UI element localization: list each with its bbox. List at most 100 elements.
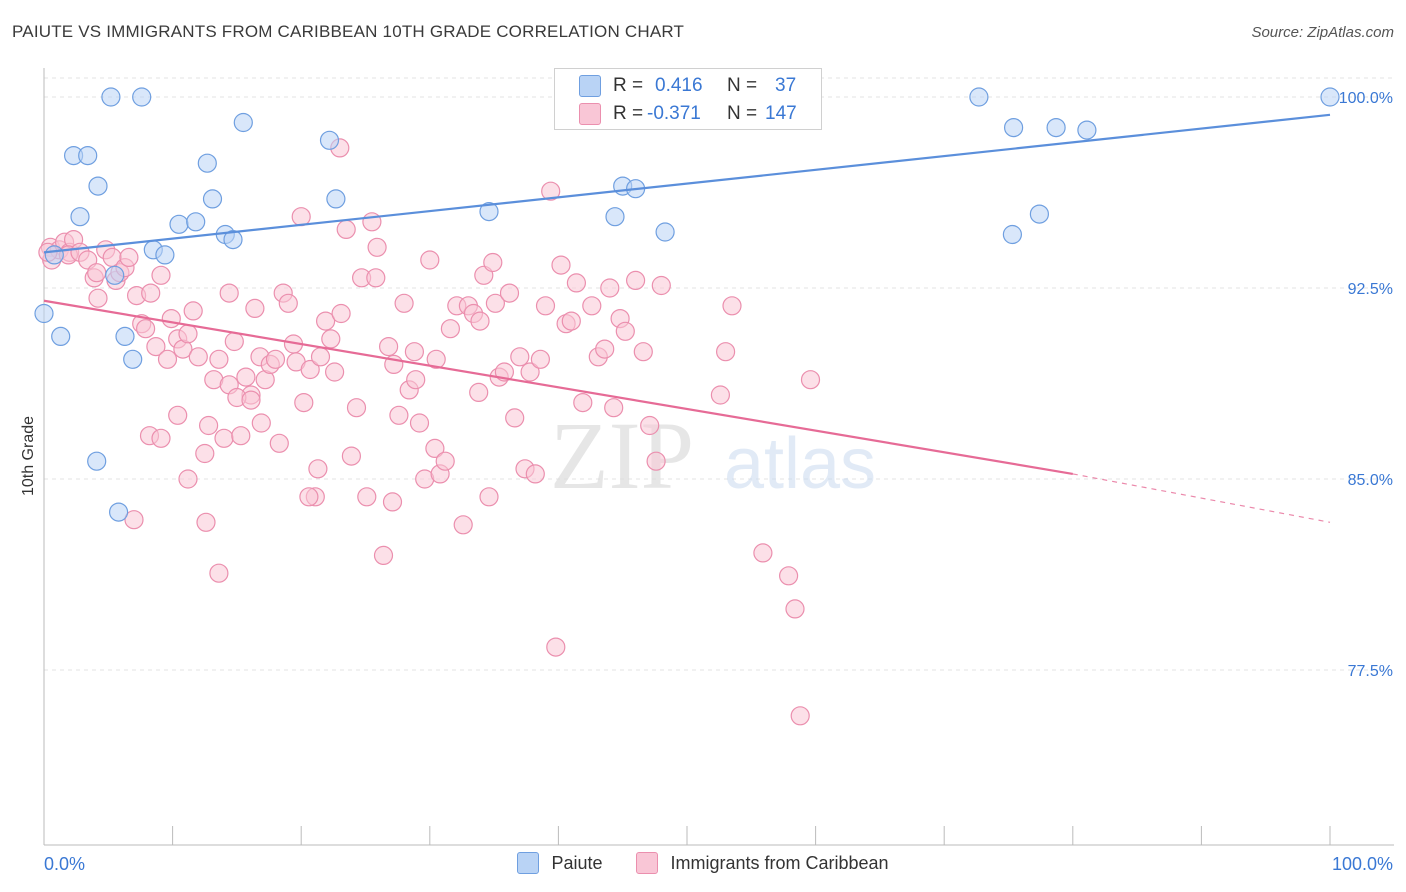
legend-item-caribbean[interactable]: Immigrants from Caribbean — [636, 852, 889, 874]
trend-lines — [43, 113, 1331, 523]
legend-item-paiute[interactable]: Paiute — [517, 852, 602, 874]
stats-row-caribbean: R = -0.371 N = 147 — [555, 99, 821, 129]
caribbean-point — [366, 268, 386, 288]
caribbean-point — [300, 359, 320, 380]
caribbean-point — [604, 398, 624, 418]
caribbean-point — [151, 428, 171, 448]
caribbean-point — [551, 255, 571, 275]
caribbean-point — [379, 337, 399, 357]
caribbean-trend-line — [43, 299, 1073, 475]
watermark: ZIP atlas — [550, 402, 876, 509]
legend-label-paiute: Paiute — [551, 852, 603, 873]
bottom-legend: Paiute Immigrants from Caribbean — [0, 852, 1406, 874]
paiute-point — [479, 202, 499, 222]
paiute-point — [223, 230, 243, 250]
paiute-point — [101, 87, 121, 107]
paiute-point — [87, 451, 107, 471]
paiute-point — [44, 245, 64, 265]
caribbean-point — [440, 319, 460, 339]
caribbean-point — [582, 296, 602, 316]
caribbean-point — [341, 446, 361, 466]
caribbean-point — [161, 309, 181, 329]
caribbean-point — [119, 247, 139, 267]
r-value-paiute: 0.416 — [655, 75, 703, 96]
caribbean-point — [209, 563, 229, 583]
caribbean-point — [236, 367, 256, 387]
caribbean-point — [715, 342, 736, 362]
caribbean-point — [367, 237, 387, 257]
caribbean-point — [499, 283, 520, 303]
caribbean-point — [646, 451, 666, 471]
paiute-point — [34, 303, 54, 324]
paiute-point — [655, 222, 675, 242]
caribbean-point — [168, 405, 188, 425]
caribbean-point — [600, 278, 620, 298]
caribbean-point — [196, 512, 216, 532]
caribbean-point — [595, 339, 615, 359]
caribbean-point — [566, 273, 587, 293]
caribbean-point — [510, 347, 530, 367]
caribbean-point — [615, 321, 635, 341]
paiute-trend-line — [43, 113, 1331, 254]
data-points — [34, 87, 1340, 726]
caribbean-point — [219, 283, 239, 303]
caribbean-point — [426, 349, 446, 369]
paiute-point — [105, 265, 125, 285]
caribbean-point — [245, 298, 265, 318]
r-label: R = — [613, 75, 644, 96]
caribbean-point — [520, 362, 540, 382]
caribbean-point — [183, 301, 203, 321]
caribbean-point — [224, 331, 244, 352]
caribbean-point — [453, 515, 473, 535]
caribbean-point — [299, 487, 319, 507]
caribbean-point — [505, 408, 525, 428]
paiute-point — [319, 130, 340, 150]
caribbean-point — [479, 487, 499, 507]
caribbean-point — [195, 443, 215, 464]
caribbean-point — [535, 296, 556, 316]
paiute-point — [1320, 87, 1340, 107]
caribbean-point — [151, 265, 171, 285]
caribbean-point — [409, 413, 430, 433]
caribbean-point — [357, 487, 377, 507]
caribbean-point — [178, 324, 198, 344]
r-value-caribbean: -0.371 — [647, 103, 701, 124]
caribbean-swatch — [579, 103, 601, 125]
x-tick-labels: 0.0% 100.0% — [44, 854, 1393, 874]
caribbean-point — [530, 349, 551, 369]
caribbean-point — [525, 464, 545, 484]
caribbean-point — [435, 451, 455, 471]
y-axis-label: 10th Grade — [20, 416, 37, 496]
paiute-point — [969, 87, 989, 107]
paiute-point — [132, 87, 152, 107]
paiute-point — [186, 212, 206, 232]
caribbean-point — [485, 293, 505, 313]
caribbean-point — [404, 342, 424, 362]
caribbean-point — [389, 405, 409, 425]
caribbean-point — [308, 459, 328, 479]
legend-label-caribbean: Immigrants from Caribbean — [670, 852, 889, 873]
r-label: R = — [613, 103, 644, 124]
paiute-point — [202, 189, 223, 209]
caribbean-point — [241, 390, 261, 410]
caribbean-point — [331, 303, 351, 324]
caribbean-point — [269, 433, 289, 453]
paiute-point — [169, 214, 189, 234]
caribbean-point — [321, 329, 341, 349]
paiute-swatch — [579, 75, 601, 97]
caribbean-point — [470, 311, 490, 331]
caribbean-point — [541, 181, 561, 201]
legend-swatch-paiute — [517, 852, 540, 874]
caribbean-point — [325, 362, 345, 382]
caribbean-point — [124, 510, 144, 530]
caribbean-point — [425, 438, 445, 458]
stats-row-paiute: R = 0.416 N = 37 — [555, 71, 821, 101]
caribbean-point — [199, 415, 219, 436]
caribbean-point — [790, 706, 810, 726]
x-tick-label: 100.0% — [1332, 854, 1393, 874]
n-label: N = — [727, 103, 758, 124]
caribbean-point — [294, 393, 314, 413]
caribbean-point — [561, 311, 581, 331]
caribbean-point — [188, 347, 208, 367]
caribbean-point — [214, 428, 234, 448]
